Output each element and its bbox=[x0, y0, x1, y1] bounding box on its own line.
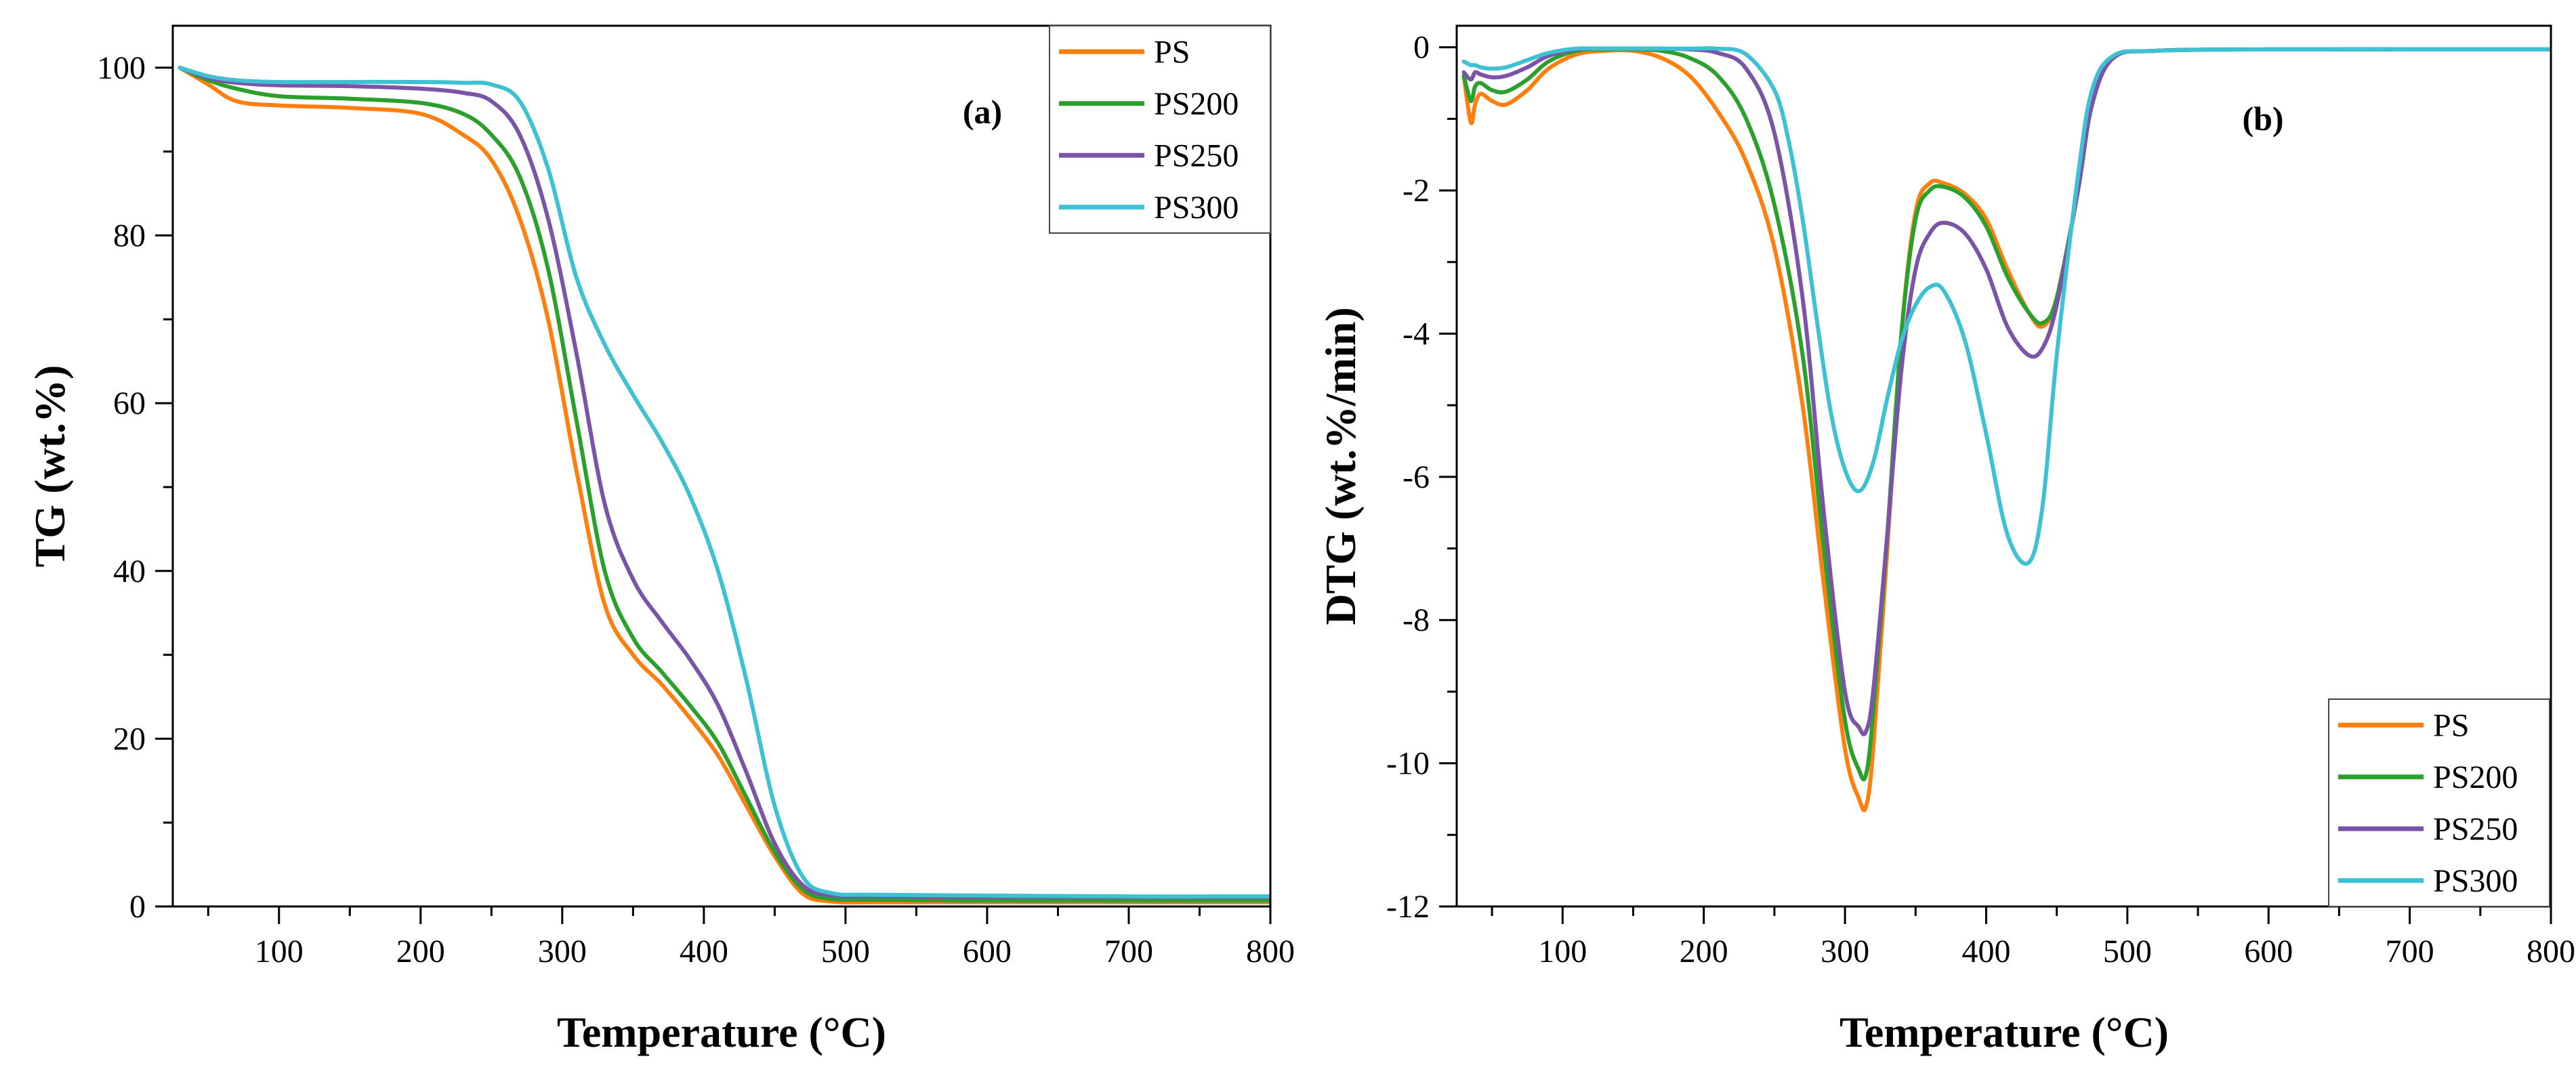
panel-a-x-tick-label: 500 bbox=[821, 934, 870, 969]
panel-a-y-tick-label: 40 bbox=[113, 554, 146, 589]
panel-a-x-tick-label: 600 bbox=[963, 934, 1012, 969]
panel-a-y-tick-label: 80 bbox=[113, 218, 146, 254]
panel-a-series bbox=[178, 65, 1270, 904]
panel-a-y-tick-label: 20 bbox=[113, 721, 146, 757]
panel-a-y-tick-label: 60 bbox=[113, 385, 146, 421]
panel-b-x-tick-label: 300 bbox=[1821, 934, 1869, 969]
panel-b-x-tick-label: 400 bbox=[1961, 934, 2010, 969]
panel-b-y-tick-label: -8 bbox=[1403, 602, 1430, 638]
panel-b-series bbox=[1461, 46, 2551, 812]
panel-b-legend: PS PS200 PS250 PS300 bbox=[2328, 698, 2550, 907]
panel-a-plot-frame bbox=[171, 24, 1272, 908]
panel-a-legend: PS PS200 PS250 PS300 bbox=[1049, 25, 1271, 234]
panel-b-x-tick-label: 100 bbox=[1538, 934, 1587, 969]
panel-b-y-tick-label: -6 bbox=[1403, 459, 1430, 495]
panel-b-x-tick-label: 800 bbox=[2527, 934, 2575, 969]
panel-a-x-tick-label: 200 bbox=[396, 934, 445, 969]
panel-b-y-tick-label: -2 bbox=[1403, 173, 1430, 209]
panel-b-label: (b) bbox=[2242, 100, 2283, 138]
panel-a-x-tick-label: 400 bbox=[680, 934, 728, 969]
panel-b-legend-label-ps200: PS200 bbox=[2433, 759, 2518, 795]
panel-a-legend-label-ps200: PS200 bbox=[1154, 86, 1239, 122]
panel-b-y-axis-title: DTG (wt.%/min) bbox=[1316, 307, 1365, 625]
panel-a-series-line-ps bbox=[178, 65, 1270, 904]
panel-a-series-line-ps200 bbox=[178, 65, 1270, 903]
panel-b-y-tick-label: 0 bbox=[1413, 30, 1430, 66]
panel-a-x-tick-label: 800 bbox=[1246, 934, 1295, 969]
panel-a-legend-label-ps300: PS300 bbox=[1154, 190, 1239, 226]
panel-a-ticks: 100 200 300 400 500 600 700 800 0 20 40 60 80 100 bbox=[97, 50, 1295, 969]
panel-a-legend-box bbox=[1049, 25, 1271, 234]
panel-a-y-tick-label: 0 bbox=[129, 889, 146, 925]
panel-a-tg-chart: 100 200 300 400 500 600 700 800 0 20 40 60 80 100 (a)… bbox=[26, 24, 1295, 1056]
panel-a-x-tick-label: 300 bbox=[538, 934, 587, 969]
panel-b-series-line-ps200 bbox=[1461, 47, 2551, 782]
panel-a-x-tick-label: 700 bbox=[1104, 934, 1153, 969]
panel-b-x-tick-label: 600 bbox=[2244, 934, 2293, 969]
panel-b-dtg-chart: 100 200 300 400 500 600 700 8000-2-4-6-8-10-12 … bbox=[1316, 24, 2575, 1056]
panel-b-y-tick-label: -12 bbox=[1386, 889, 1430, 925]
panel-b-series-line-ps250 bbox=[1461, 46, 2551, 736]
panel-b-legend-label-ps250: PS250 bbox=[2433, 811, 2518, 847]
panel-a-label: (a) bbox=[963, 93, 1002, 131]
panel-b-legend-label-ps: PS bbox=[2433, 707, 2469, 743]
panel-b-x-tick-label: 200 bbox=[1680, 934, 1728, 969]
panel-a-y-tick-label: 100 bbox=[97, 50, 146, 86]
panel-a-series-line-ps300 bbox=[178, 65, 1270, 899]
panel-a-x-axis-title: Temperature (°C) bbox=[557, 1008, 886, 1056]
panel-a-y-axis-title: TG (wt.%) bbox=[26, 365, 74, 568]
panel-b-legend-label-ps300: PS300 bbox=[2433, 863, 2518, 899]
panel-b-x-axis-title: Temperature (°C) bbox=[1840, 1008, 2169, 1056]
panel-b-legend-box bbox=[2328, 698, 2550, 907]
panel-b-x-tick-label: 700 bbox=[2386, 934, 2434, 969]
panel-b-series-line-ps bbox=[1461, 47, 2551, 812]
panel-b-plot-frame bbox=[1455, 24, 2552, 908]
panel-b-ticks: 100 200 300 400 500 600 700 800 0 -2 -4 -6 -8 -10 -12 bbox=[1386, 30, 2575, 969]
panel-b-x-tick-label: 500 bbox=[2103, 934, 2152, 969]
panel-a-legend-label-ps: PS bbox=[1154, 34, 1190, 70]
panel-b-y-tick-label: -10 bbox=[1386, 746, 1430, 782]
panel-b-series-line-ps300 bbox=[1461, 46, 2551, 566]
panel-b-y-tick-label: -4 bbox=[1403, 316, 1430, 352]
panel-a-legend-label-ps250: PS250 bbox=[1154, 138, 1239, 173]
panel-a-x-tick-label: 100 bbox=[255, 934, 304, 969]
